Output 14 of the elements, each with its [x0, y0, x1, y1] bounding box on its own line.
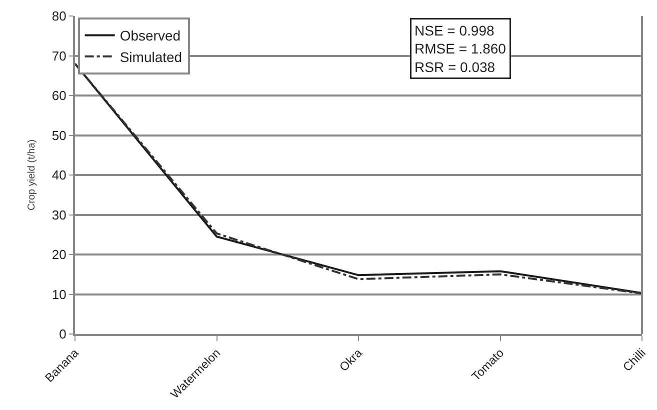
y-tick-label: 70 [52, 48, 66, 64]
y-axis-title: Crop yield (t/ha) [26, 139, 38, 211]
legend-label: Observed [120, 28, 181, 44]
y-tick-label: 50 [52, 128, 66, 143]
y-tick-label: 40 [52, 168, 66, 183]
y-tick-label: 80 [52, 8, 66, 24]
y-tick-label: 0 [59, 326, 66, 342]
y-tick-label: 20 [52, 247, 66, 262]
y-tick-label: 30 [52, 207, 66, 222]
y-tick-label: 60 [52, 88, 66, 104]
y-tick-label: 10 [52, 286, 66, 302]
annotation: NSE = 0.998 RMSE = 1.860 RSR = 0.038 [414, 22, 506, 75]
legend-label: Simulated [120, 48, 182, 65]
x-tick-label: Okra [336, 346, 366, 374]
